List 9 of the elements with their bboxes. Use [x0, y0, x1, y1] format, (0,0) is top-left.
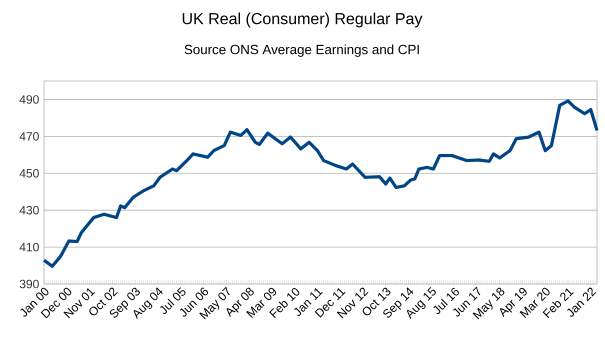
line-series [42, 99, 599, 268]
y-tick-label: 390 [20, 280, 39, 288]
y-tick-label: 470 [20, 132, 39, 141]
y-tick-label: 490 [20, 95, 39, 104]
y-tick-label: 450 [20, 169, 39, 178]
y-tick-label: 410 [20, 242, 39, 252]
chart-title: UK Real (Consumer) Regular Pay [182, 12, 422, 28]
y-tick-label: 430 [20, 206, 39, 214]
chart-subtitle: Source ONS Average Earnings and CPI [184, 44, 419, 57]
